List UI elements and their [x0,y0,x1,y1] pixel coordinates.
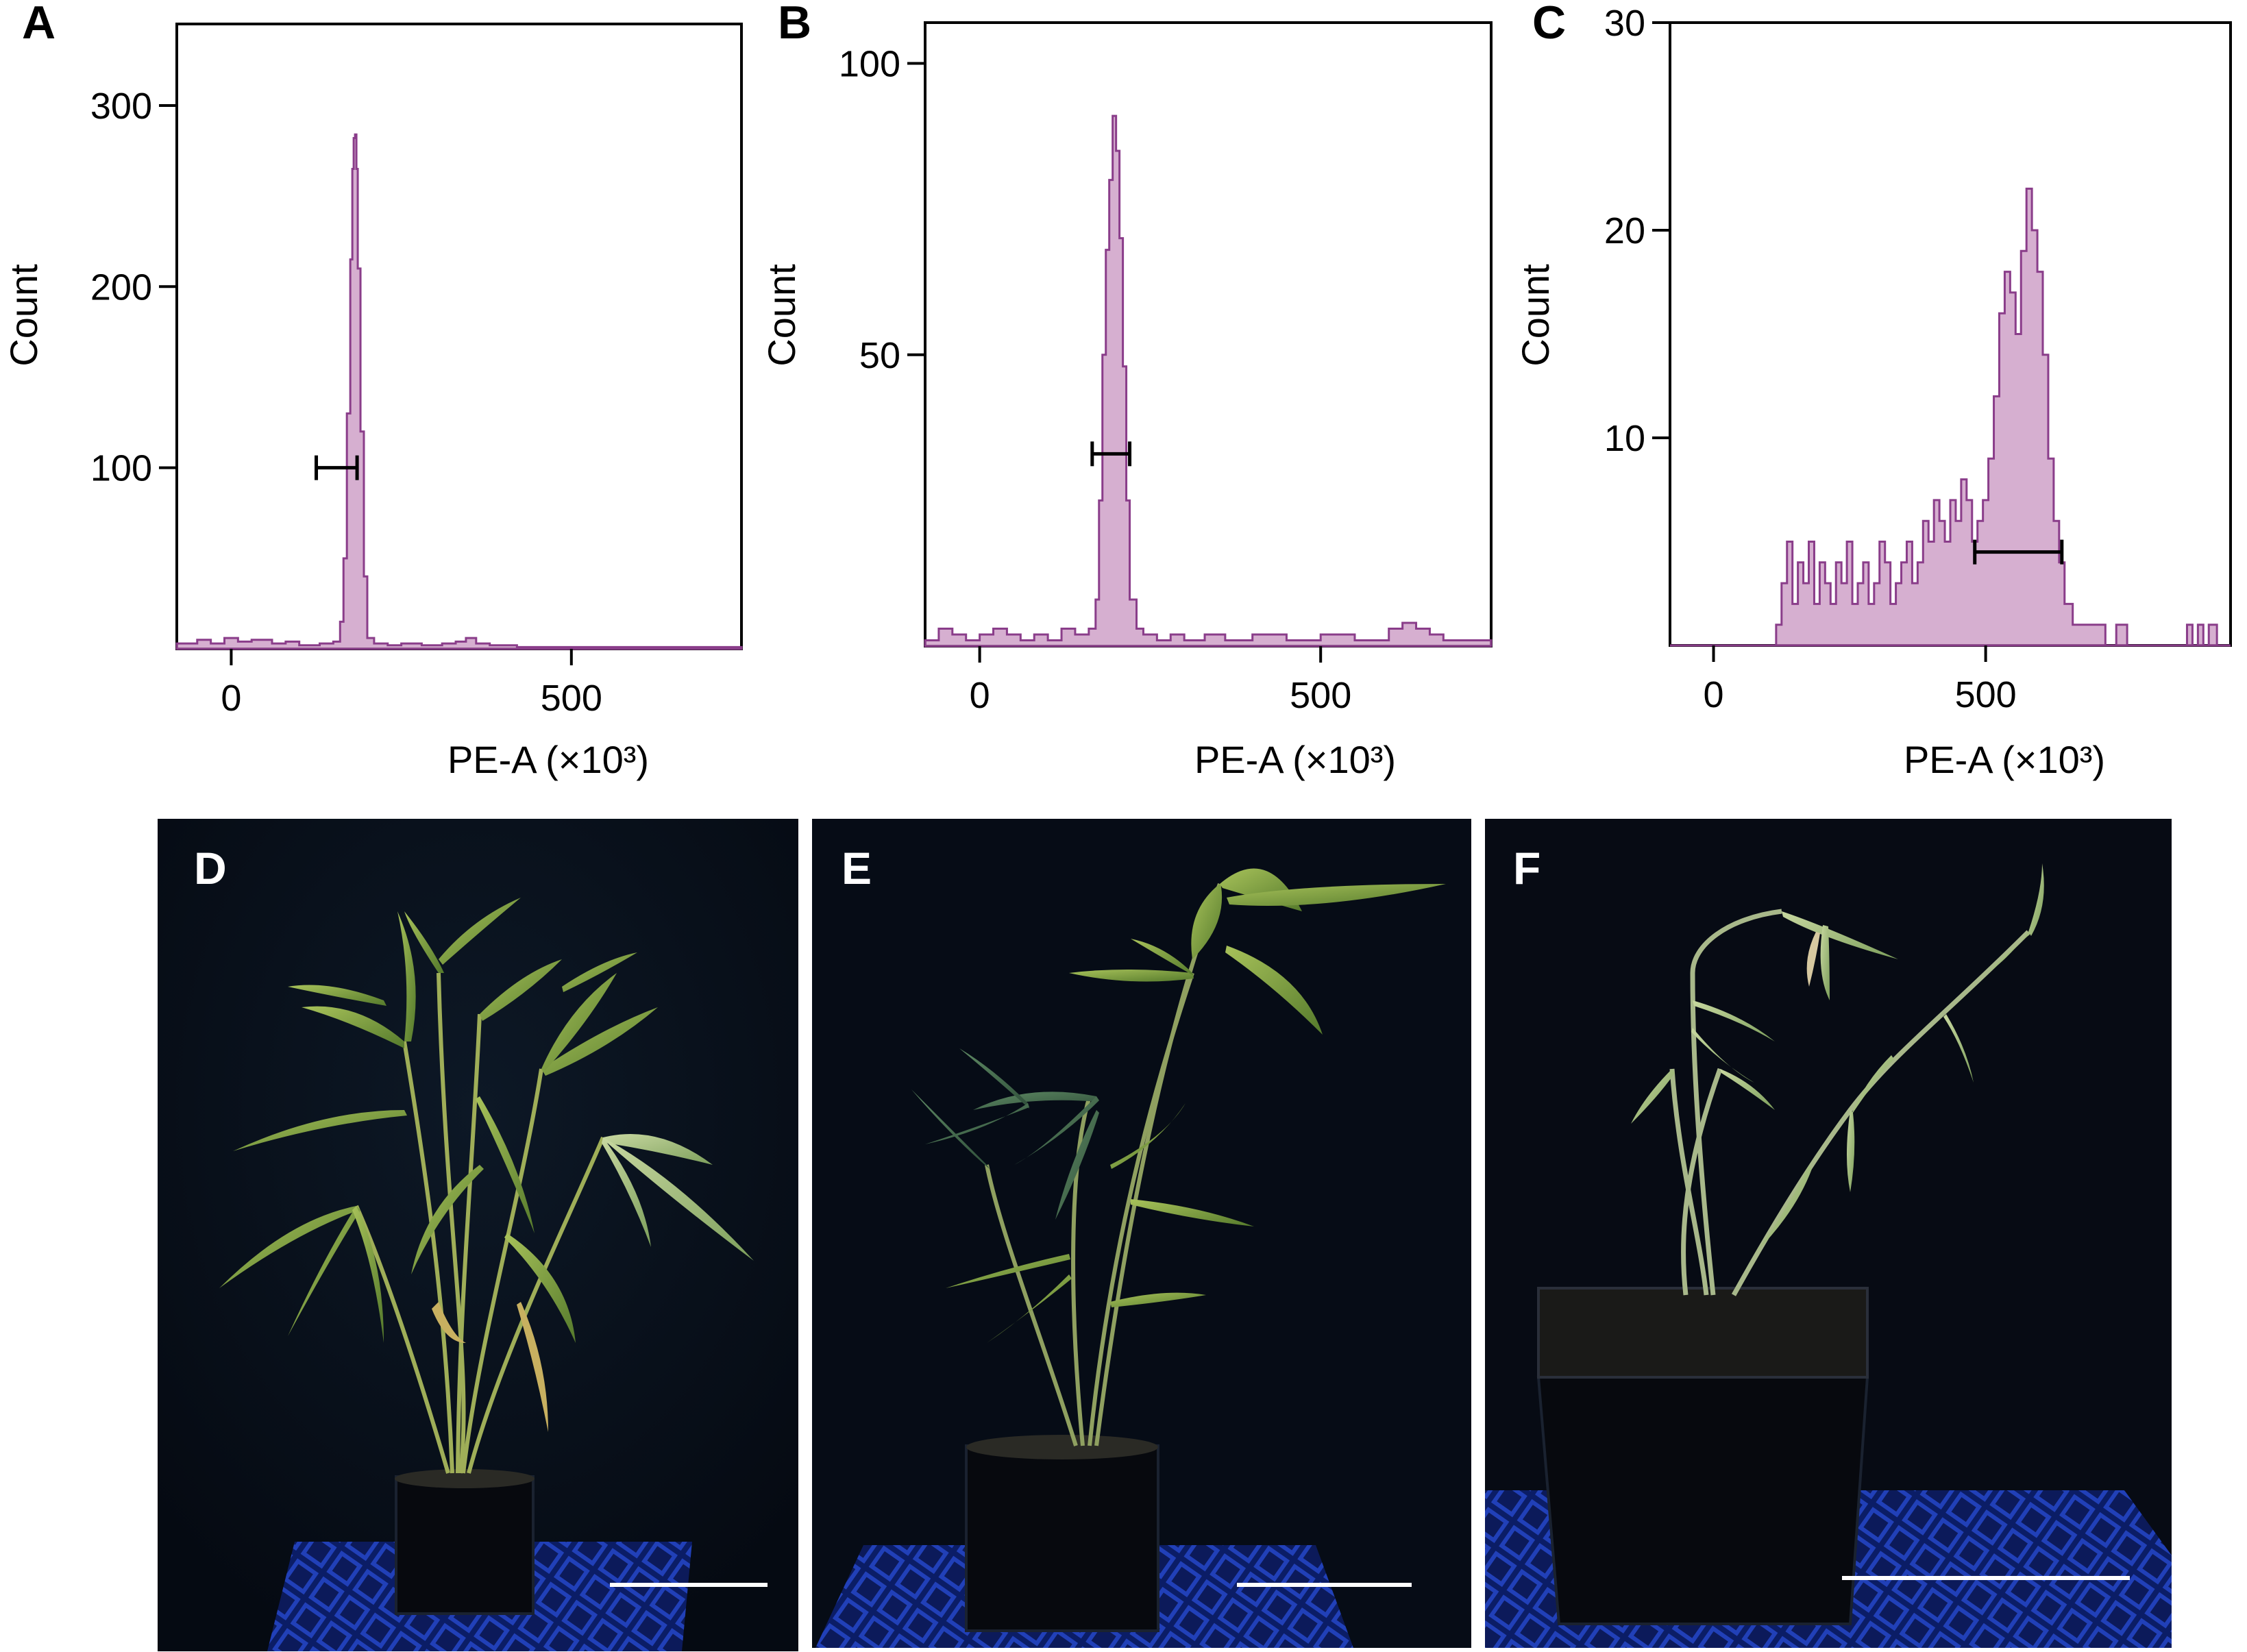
plot-frame-b [924,21,1493,648]
y-tick-label-a: 300 [90,86,152,127]
x-ticks-a: 0 500 [221,649,602,719]
photo-label-f: F [1513,843,1540,893]
histogram-area-c [1670,187,2231,647]
leaves-d [219,898,754,1432]
y-tick-label-c: 10 [1604,418,1645,459]
y-tick-label-a: 100 [90,448,152,489]
y-tick-label-b: 100 [839,44,900,85]
x-ticks-b: 0 500 [970,646,1351,716]
photo-panel-e: E [812,819,1471,1648]
leaves-e [911,868,1446,1343]
leaves-f [1631,863,2044,1254]
x-axis-title-a: PE-A (×10³) [447,738,649,781]
gate-marker-c [1973,539,2064,565]
pot-d [395,1469,535,1615]
y-axis-title-b: Count [760,264,803,367]
histogram-area-a [175,133,743,650]
y-ticks-a: 100 200 300 [90,86,177,489]
photo-label-e: E [842,843,872,893]
photo-label-d: D [194,843,227,893]
x-tick-label-b: 500 [1290,675,1351,716]
scale-bar-d [610,1583,768,1587]
y-tick-label-a: 200 [90,267,152,308]
histogram-panel-c: C 10 20 30 0 500 Count PE-A (×10³) [1514,0,2232,781]
scale-bar-e [1237,1583,1412,1587]
gate-marker-b [1090,441,1132,467]
y-tick-label-b: 50 [859,335,900,376]
photo-panel-d: D [158,819,798,1651]
x-tick-label-c: 500 [1955,674,2017,715]
histogram-area-b [924,114,1493,648]
panel-label-a: A [22,0,56,49]
x-tick-label-b: 0 [970,675,990,716]
photo-panel-f: F [1485,819,2172,1648]
plant-d [354,972,605,1474]
scale-bar-f [1842,1576,2130,1580]
y-tick-label-c: 30 [1604,3,1645,44]
panel-label-b: B [778,0,811,49]
x-tick-label-c: 0 [1704,674,1724,715]
y-ticks-c: 10 20 30 [1604,3,1670,459]
pot-e [965,1435,1159,1632]
x-axis-title-b: PE-A (×10³) [1194,738,1396,781]
histogram-panel-a: A 100 200 300 0 500 Count PE-A (×10³) [2,0,743,781]
x-tick-label-a: 500 [541,678,602,719]
y-axis-title-a: Count [2,264,45,367]
plant-e [985,883,1222,1446]
y-ticks-b: 50 100 [839,44,925,376]
panel-label-c: C [1532,0,1566,49]
plant-f [1669,909,2030,1296]
y-axis-title-c: Count [1514,264,1557,367]
x-tick-label-a: 0 [221,678,241,719]
y-tick-label-c: 20 [1604,210,1645,251]
pot-f [1536,1287,1869,1625]
x-axis-title-c: PE-A (×10³) [1904,738,2105,781]
plot-frame-a [175,23,743,650]
histogram-panel-b: B 50 100 0 500 Count PE-A (×10³) [760,0,1493,781]
x-ticks-c: 0 500 [1704,645,2017,715]
gate-marker-a [315,455,359,480]
